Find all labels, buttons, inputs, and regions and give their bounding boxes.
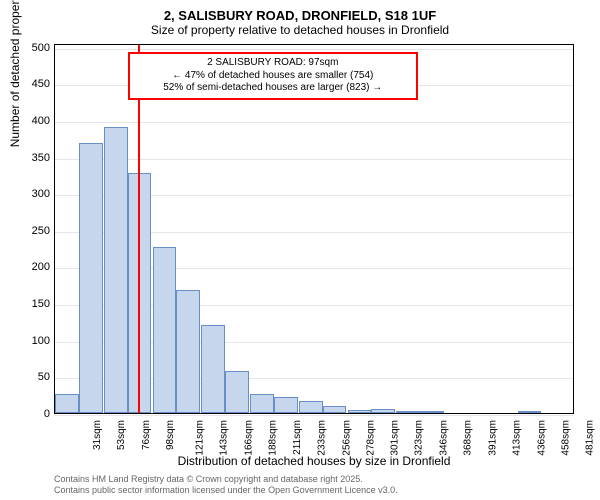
chart-title: 2, SALISBURY ROAD, DRONFIELD, S18 1UF [0,0,600,23]
histogram-bar [201,325,225,413]
xtick-label: 413sqm [511,420,522,456]
histogram-bar [299,401,323,413]
xtick-label: 188sqm [268,420,279,456]
histogram-bar [55,394,79,413]
footer-line-2: Contains public sector information licen… [54,485,398,496]
xtick-label: 98sqm [165,420,176,450]
xtick-label: 436sqm [536,420,547,456]
annotation-line: 52% of semi-detached houses are larger (… [136,82,410,95]
ytick-label: 150 [10,298,50,310]
histogram-bar [371,409,395,413]
footer-line-1: Contains HM Land Registry data © Crown c… [54,474,398,485]
histogram-bar [348,410,372,413]
xtick-label: 458sqm [560,420,571,456]
ytick-label: 500 [10,42,50,54]
ytick-label: 250 [10,225,50,237]
xtick-label: 368sqm [463,420,474,456]
plot-area: 2 SALISBURY ROAD: 97sqm← 47% of detached… [54,44,574,414]
annotation-box: 2 SALISBURY ROAD: 97sqm← 47% of detached… [128,52,418,100]
chart-footer: Contains HM Land Registry data © Crown c… [54,474,398,496]
histogram-bar [420,411,444,413]
histogram-bar [274,397,298,413]
xtick-label: 143sqm [219,420,230,456]
ytick-label: 0 [10,408,50,420]
ytick-label: 200 [10,261,50,273]
xtick-label: 53sqm [116,420,127,450]
ytick-label: 450 [10,78,50,90]
gridline [55,49,573,50]
xtick-label: 76sqm [141,420,152,450]
xtick-label: 323sqm [414,420,425,456]
ytick-label: 50 [10,371,50,383]
ytick-label: 350 [10,152,50,164]
xtick-label: 211sqm [292,420,303,455]
histogram-bar [518,411,542,413]
ytick-label: 400 [10,115,50,127]
histogram-bar [225,371,249,413]
xtick-label: 301sqm [390,420,401,456]
chart-subtitle: Size of property relative to detached ho… [0,23,600,41]
ytick-label: 100 [10,335,50,347]
xtick-label: 278sqm [365,420,376,456]
gridline [55,415,573,416]
gridline [55,122,573,123]
gridline [55,159,573,160]
histogram-bar [176,290,200,413]
histogram-bar [104,127,128,413]
x-axis-label: Distribution of detached houses by size … [54,454,574,468]
xtick-label: 121sqm [195,420,206,456]
xtick-label: 31sqm [92,420,103,450]
histogram-bar [79,143,103,413]
xtick-label: 166sqm [244,420,255,456]
annotation-line: 2 SALISBURY ROAD: 97sqm [136,57,410,70]
histogram-bar [396,411,420,413]
xtick-label: 256sqm [341,420,352,456]
histogram-bar [250,394,274,413]
xtick-label: 233sqm [316,420,327,456]
marker-line [138,45,140,413]
xtick-label: 391sqm [487,420,498,456]
ytick-label: 300 [10,188,50,200]
histogram-bar [153,247,177,413]
histogram-bar [323,406,347,413]
xtick-label: 481sqm [585,420,596,456]
xtick-label: 346sqm [439,420,450,456]
annotation-line: ← 47% of detached houses are smaller (75… [136,70,410,83]
